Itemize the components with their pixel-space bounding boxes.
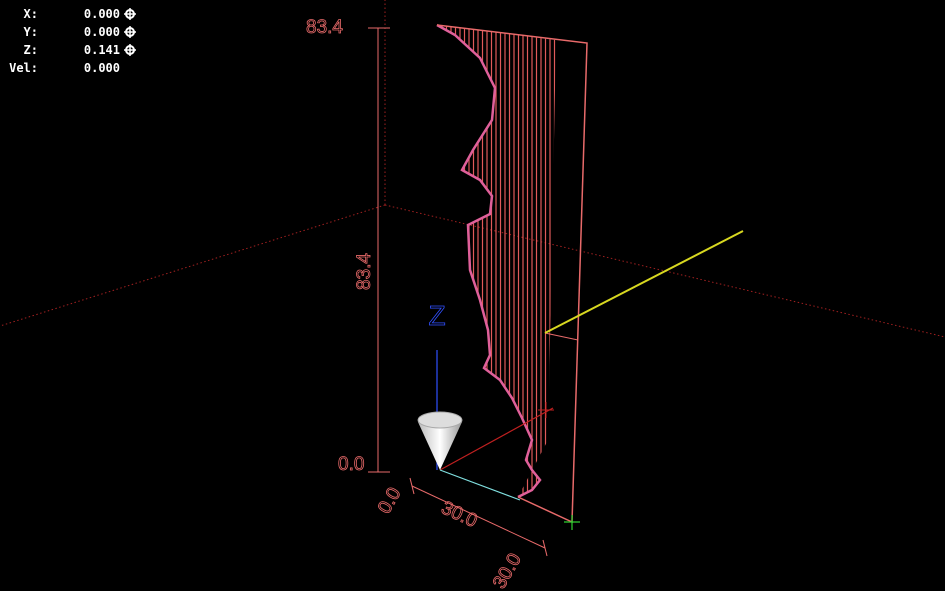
dimension-label: 83.4 — [306, 17, 343, 38]
readout-value: 0.141 — [84, 43, 120, 57]
grid-lines — [0, 0, 945, 338]
readout-value: 0.000 — [84, 25, 120, 39]
readout-label: Y: — [24, 25, 38, 39]
readout-label: X: — [24, 7, 38, 21]
readout: X: 0.000 Y: 0.000 Z: 0.141 Vel: 0.000 — [9, 7, 136, 75]
dimension-label: 30.0 — [438, 497, 480, 532]
dimension-label: 0.0 — [338, 454, 364, 475]
dimension-label: 30.0 — [489, 550, 526, 591]
homed-icon — [124, 44, 136, 56]
readout-label: Z: — [24, 43, 38, 57]
readout-label: Vel: — [9, 61, 38, 75]
dimension-label: 0.0 — [374, 484, 405, 517]
dimension-lines — [368, 27, 548, 557]
readout-value: 0.000 — [84, 7, 120, 21]
axis-label: Z — [428, 300, 445, 331]
tool — [417, 411, 463, 470]
toolpath — [436, 23, 588, 524]
readout-value: 0.000 — [84, 61, 120, 75]
homed-icon — [124, 8, 136, 20]
homed-icon — [124, 26, 136, 38]
dimension-label: 83.4 — [354, 253, 375, 290]
